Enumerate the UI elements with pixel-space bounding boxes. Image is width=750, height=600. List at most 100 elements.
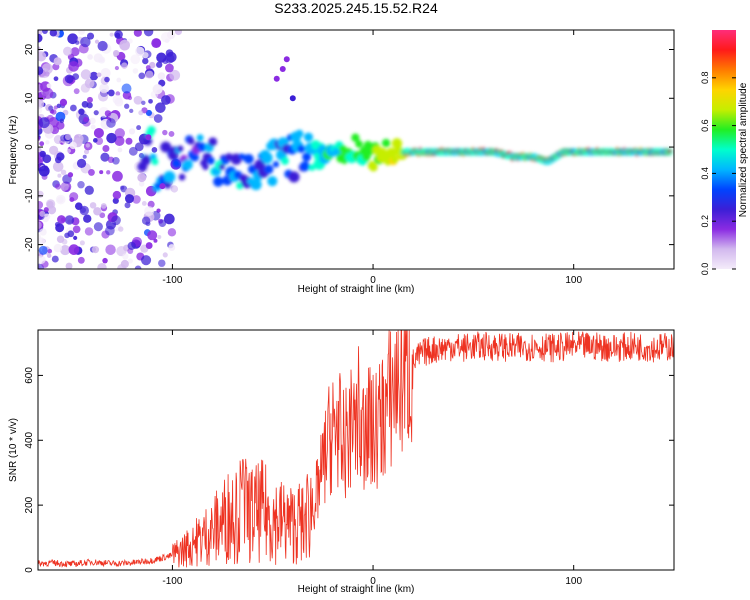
spectrogram-cell	[89, 71, 99, 81]
spectrogram-cell	[99, 83, 110, 94]
spectrogram-cell	[64, 133, 72, 141]
spectrogram-cell	[55, 183, 62, 190]
spectrogram-cell	[75, 40, 80, 45]
colorbar-tick-label: 0.2	[700, 215, 710, 228]
spectrogram-cell	[295, 129, 304, 138]
spectrogram-cell	[94, 39, 100, 44]
spectrogram-cell	[99, 57, 105, 62]
colorbar-label: Normalized spectral amplitude	[738, 82, 749, 217]
spectrogram-cell	[64, 215, 75, 225]
spectrogram-cell	[264, 164, 274, 174]
spectrogram-cell	[133, 30, 142, 37]
spectrogram-cell	[60, 244, 71, 256]
spectrogram-cell	[162, 252, 168, 258]
spectrogram-cell	[46, 83, 52, 89]
spectrogram-cell	[136, 125, 142, 131]
spectrogram-cell	[100, 68, 111, 79]
spectrogram-cell	[302, 152, 312, 162]
spectrogram-cell	[202, 163, 209, 171]
spectrogram-cell	[80, 69, 92, 80]
spectrogram-cell	[151, 147, 158, 153]
spectrogram-cell	[118, 226, 124, 232]
spectrogram-cell	[157, 234, 162, 240]
spectrogram-cell	[120, 259, 129, 269]
colorbar-tick-label: 0.4	[700, 167, 710, 180]
spectrogram-cell	[93, 110, 99, 116]
spectrogram-cell	[70, 104, 77, 112]
spectrogram-cell	[46, 200, 54, 208]
spectrogram-cell	[56, 235, 65, 243]
spectrogram-cell	[66, 148, 71, 154]
spectrogram-cell	[158, 219, 167, 228]
spectrogram-cell	[283, 56, 290, 63]
spectrogram-cell	[106, 170, 111, 175]
spectrogram-cell	[152, 84, 163, 95]
colorbar: 0.0 0.2 0.4 0.6 0.8 Normalized spectral ampl…	[700, 30, 749, 275]
spectrogram-cell	[122, 253, 129, 260]
spectrogram-cell	[208, 137, 218, 147]
spectrogram-cell	[67, 33, 79, 45]
spectrogram-cell	[99, 212, 106, 219]
spectrogram-cell	[100, 152, 110, 162]
snr-frame	[37, 329, 675, 571]
spectrogram-cell	[42, 30, 48, 34]
x-tick-label: 0	[370, 275, 376, 286]
spectrogram-cell	[90, 124, 96, 130]
spectrogram-cell	[63, 46, 73, 56]
spectrogram-cell	[72, 73, 80, 80]
spectrogram-cell	[38, 245, 48, 255]
spectrogram-cell	[163, 181, 172, 189]
spectrogram-cell	[55, 223, 65, 233]
spectrogram-cell	[162, 129, 168, 136]
spectrogram-cell	[83, 149, 90, 155]
spectrogram-cell	[114, 66, 119, 71]
spectrogram-cell	[114, 135, 125, 146]
spectrogram-cell	[121, 83, 132, 94]
spectrogram-cell	[124, 202, 131, 209]
spectrogram-cell	[117, 147, 123, 153]
spectrogram-cell	[113, 50, 120, 57]
spectrogram-cell	[86, 96, 93, 103]
y-tick-label: 600	[24, 367, 35, 384]
x-tick-label: 100	[565, 275, 582, 286]
spectrogram-cell	[391, 138, 403, 149]
spectrogram-cell	[89, 117, 96, 125]
spectrogram-cell	[158, 259, 166, 267]
spectrogram-cell	[39, 150, 46, 158]
spectrogram-cell	[39, 141, 45, 147]
spectrogram-cell	[46, 253, 52, 258]
spectrogram-cell	[49, 30, 58, 37]
spectrogram-cell	[38, 136, 41, 141]
spectrogram-cell	[128, 146, 138, 156]
spectrogram-cell	[57, 173, 62, 178]
spectrogram-cell	[161, 95, 171, 105]
spectrogram-cell	[114, 32, 121, 38]
spectrogram-cell	[38, 33, 43, 43]
spectrogram-cell	[38, 164, 41, 169]
spectrogram-cell	[92, 138, 98, 143]
spectrogram-cell	[76, 158, 87, 169]
spectrogram-y-label: Frequency (Hz)	[8, 116, 19, 185]
spectrogram-cell	[171, 158, 182, 168]
spectrogram-cell	[89, 202, 97, 209]
spectrogram-cell	[112, 156, 120, 165]
spectrogram-cell	[120, 185, 125, 190]
spectrogram-cell	[279, 66, 286, 73]
colorbar-ticks: 0.0 0.2 0.4 0.6 0.8	[700, 72, 736, 276]
spectrogram-cell	[84, 78, 95, 89]
spectrogram-cell	[67, 230, 75, 238]
spectrogram-cell	[39, 210, 46, 217]
spectrogram-cell	[164, 53, 175, 64]
spectrogram-cell	[351, 133, 360, 142]
spectrogram-cell	[106, 132, 117, 144]
spectrogram-ridge	[137, 125, 674, 192]
colorbar-tick-label: 0.0	[700, 263, 710, 276]
spectrogram-cell	[68, 61, 79, 72]
spectrogram-cell	[132, 68, 139, 74]
spectrogram-cell	[102, 145, 110, 153]
spectrogram-cell	[121, 62, 128, 69]
spectrogram-cell	[114, 128, 125, 139]
spectrogram-cell	[273, 75, 280, 82]
spectrogram-cell	[665, 147, 674, 156]
